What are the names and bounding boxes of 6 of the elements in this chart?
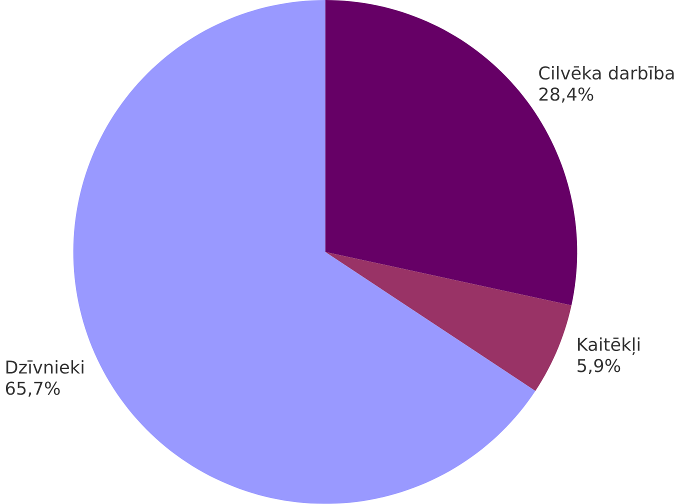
slice-label: Kaitēkļi: [578, 337, 640, 355]
slice-label: Dzīvnieki: [6, 360, 84, 374]
data-label: 28,4%: [539, 88, 594, 103]
data-label: 5,9%: [578, 358, 620, 374]
data-label: 65,7%: [6, 382, 60, 397]
slice-label: Cilvēka darbība: [539, 66, 674, 80]
